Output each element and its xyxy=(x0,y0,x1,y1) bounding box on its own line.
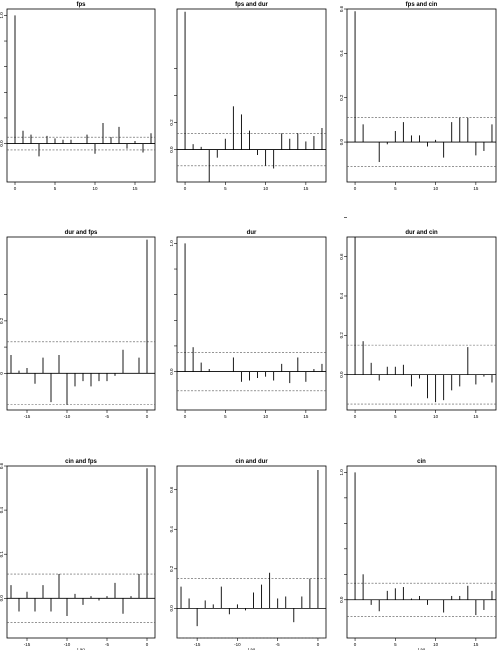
x-tick-label: 15 xyxy=(473,414,479,419)
y-tick-label: 0.6 xyxy=(339,253,344,260)
x-tick-label: -10 xyxy=(64,642,71,647)
y-tick-label: 0.0 xyxy=(0,595,4,602)
y-tick-label: 0.0 xyxy=(169,146,174,153)
x-axis-label: Lag xyxy=(77,647,85,650)
y-tick-label: 0.6 xyxy=(0,462,4,469)
plot-frame xyxy=(346,465,497,639)
y-tick-label: 0.0 xyxy=(0,140,4,147)
y-tick-label: 0.4 xyxy=(339,292,344,299)
x-tick-label: -5 xyxy=(105,642,109,647)
x-tick-label: 15 xyxy=(303,186,309,191)
x-tick-label: 0 xyxy=(354,642,357,647)
y-tick-label: 0.0 xyxy=(169,605,174,612)
y-tick-label: 0.4 xyxy=(339,50,344,57)
panel-title: cin and dur xyxy=(235,459,268,465)
x-tick-label: -15 xyxy=(194,642,201,647)
x-tick-label: 10 xyxy=(263,414,269,419)
plot-frame xyxy=(176,236,327,411)
y-tick-label: 1.0 xyxy=(0,12,4,19)
acf-panel-9: cin 0 5 10 15 0.0 1.0 Lag xyxy=(339,459,497,650)
x-tick-label: 0 xyxy=(146,414,149,419)
x-tick-label: -15 xyxy=(24,414,31,419)
x-tick-label: 15 xyxy=(473,642,479,647)
y-tick-label: 0.1 xyxy=(0,551,4,558)
x-tick-label: 5 xyxy=(54,186,57,191)
acf-panel-3: fps and cin 0 5 10 15 0.0 0.2 0.4 0.6 xyxy=(339,2,497,191)
x-tick-label: 10 xyxy=(433,414,439,419)
x-tick-label: 10 xyxy=(263,186,269,191)
x-tick-label: 15 xyxy=(303,414,309,419)
x-tick-label: 0 xyxy=(184,414,187,419)
plot-frame xyxy=(346,8,497,183)
panel-title: fps xyxy=(77,2,87,8)
plot-frame xyxy=(346,236,497,411)
x-tick-label: 0 xyxy=(354,186,357,191)
y-tick-label: 0 xyxy=(0,372,4,375)
x-tick-label: 10 xyxy=(92,186,98,191)
y-tick-label: 0.2 xyxy=(169,119,174,126)
x-tick-label: 0 xyxy=(354,414,357,419)
x-tick-label: 5 xyxy=(224,186,227,191)
x-tick-label: 0 xyxy=(14,186,17,191)
y-tick-label: 0.0 xyxy=(339,596,344,603)
panel-title: dur xyxy=(247,230,257,236)
x-tick-label: 5 xyxy=(394,642,397,647)
y-tick-label: 0.2 xyxy=(339,94,344,101)
acf-panel-7: cin and fps-15-10-500.00.10.40.6ACFLag xyxy=(0,459,156,650)
x-tick-label: -10 xyxy=(64,414,71,419)
y-tick-label: 0.2 xyxy=(169,565,174,572)
y-tick-label: 0.2 xyxy=(339,332,344,339)
panel-title: dur and cin xyxy=(405,230,438,236)
acf-panel-8: cin and dur -15 -10 -5 0 0.0 0.2 0.4 0.6 Lag xyxy=(169,459,327,650)
x-tick-label: 0 xyxy=(184,186,187,191)
x-tick-label: -15 xyxy=(24,642,31,647)
x-tick-label: 15 xyxy=(132,186,138,191)
x-tick-label: 5 xyxy=(394,186,397,191)
x-tick-label: -5 xyxy=(105,414,109,419)
plot-frame xyxy=(6,236,156,411)
panel-title: cin xyxy=(417,459,426,465)
x-tick-label: 0 xyxy=(146,642,149,647)
x-tick-label: 5 xyxy=(394,414,397,419)
x-axis-label: Lag xyxy=(418,647,426,650)
y-tick-label: 0.0 xyxy=(169,368,174,375)
y-tick-label: 0.4 xyxy=(0,506,4,513)
x-tick-label: 0 xyxy=(317,642,320,647)
y-tick-label: 1.0 xyxy=(339,469,344,476)
panel-title: fps and cin xyxy=(406,2,438,8)
acf-panel-5: dur 0 5 10 15 0.0 1.0 xyxy=(169,230,327,419)
x-tick-label: 10 xyxy=(433,642,439,647)
x-axis-label: Lag xyxy=(248,647,256,650)
plot-frame xyxy=(176,465,327,639)
plot-frame xyxy=(6,8,156,183)
panel-title: cin and fps xyxy=(65,459,97,465)
acf-panel-4: dur and fps-15-10-5000.2ACF xyxy=(0,230,156,419)
x-tick-label: -5 xyxy=(276,642,280,647)
acf-panel-2: fps and dur 0 5 10 15 0.0 0.2 xyxy=(169,2,327,191)
plot-frame xyxy=(6,465,156,639)
plot-frame xyxy=(176,8,327,183)
y-tick-label: 0.6 xyxy=(169,486,174,493)
panel-title: fps and dur xyxy=(235,2,268,8)
y-tick-label: 0.0 xyxy=(339,138,344,145)
x-tick-label: 15 xyxy=(473,186,479,191)
y-tick-label: 0.4 xyxy=(169,526,174,533)
y-tick-label: 0.0 xyxy=(339,371,344,378)
x-tick-label: 10 xyxy=(433,186,439,191)
y-tick-label: 0.6 xyxy=(339,5,344,12)
y-tick-label: 1.0 xyxy=(169,240,174,247)
panel-title: dur and fps xyxy=(65,230,98,236)
acf-panel-6: dur and cin 0 5 10 15 0.0 0.2 0.4 0.6 xyxy=(339,217,497,419)
x-tick-label: -10 xyxy=(234,642,241,647)
x-tick-label: 5 xyxy=(224,414,227,419)
y-tick-label: 0.2 xyxy=(0,317,4,324)
